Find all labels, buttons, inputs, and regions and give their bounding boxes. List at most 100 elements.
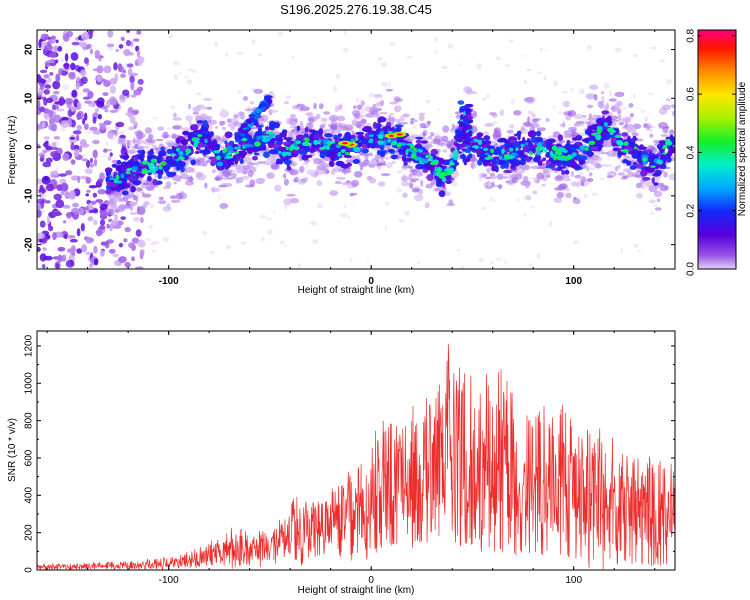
heatmap-cell <box>364 153 369 161</box>
heatmap-cell <box>242 96 249 101</box>
heatmap-cell <box>103 80 111 87</box>
x-tick-label: 100 <box>565 575 582 586</box>
heatmap-cell <box>452 150 459 156</box>
heatmap-cell <box>56 255 64 263</box>
heatmap-cell <box>576 155 584 161</box>
heatmap-cell <box>525 180 531 188</box>
heatmap-cell <box>39 184 44 190</box>
heatmap-cell <box>520 164 531 171</box>
heatmap-cell <box>256 135 263 140</box>
y-tick-label: 0 <box>24 144 35 150</box>
heatmap-cell <box>384 225 387 230</box>
heatmap-cell <box>83 96 90 100</box>
heatmap-cell <box>225 155 233 159</box>
heatmap-cell <box>133 125 137 129</box>
heatmap-cell <box>340 149 346 153</box>
heatmap-cell <box>617 164 621 169</box>
heatmap-cell <box>89 48 93 55</box>
heatmap-cell <box>207 119 218 125</box>
heatmap-cell <box>368 139 373 144</box>
heatmap-cell <box>94 108 100 113</box>
heatmap-cell <box>119 94 126 100</box>
heatmap-cell <box>537 160 543 166</box>
snr-series-line <box>37 344 675 570</box>
heatmap-cell <box>408 165 413 170</box>
heatmap-cell <box>448 199 454 205</box>
heatmap-cell <box>590 146 599 151</box>
colorbar-strip <box>698 141 736 145</box>
heatmap-cell <box>438 142 447 147</box>
heatmap-cell <box>219 203 229 209</box>
heatmap-cell <box>553 197 563 204</box>
heatmap-cell <box>203 97 212 101</box>
heatmap-cell <box>572 240 579 245</box>
heatmap-cell <box>257 53 263 57</box>
colorbar-strip <box>698 63 736 67</box>
heatmap-cell <box>93 258 99 266</box>
heatmap-cell <box>672 110 675 115</box>
heatmap-cell <box>117 140 124 145</box>
heatmap-cell <box>536 142 542 147</box>
heatmap-cell <box>175 158 180 162</box>
heatmap-cell <box>343 30 347 36</box>
heatmap-cell <box>617 172 625 176</box>
heatmap-cell <box>69 189 76 199</box>
heatmap-cell <box>406 143 414 146</box>
colorbar-strip <box>698 39 736 43</box>
heatmap-cell <box>151 249 157 253</box>
heatmap-cell <box>559 123 566 127</box>
heatmap-cell <box>534 158 538 162</box>
colorbar-strip <box>698 213 736 216</box>
heatmap-cell <box>155 138 164 142</box>
colorbar-strip <box>698 183 736 186</box>
colorbar: 0.0 0.2 0.4 0.6 0.8 Normalized spectral ampl… <box>686 28 748 276</box>
heatmap-cell <box>94 50 100 58</box>
heatmap-cell <box>434 187 441 192</box>
heatmap-cell <box>226 245 232 250</box>
heatmap-cell <box>586 178 594 182</box>
heatmap-cell <box>104 109 109 113</box>
heatmap-cell <box>37 246 41 252</box>
heatmap-cell <box>481 173 488 178</box>
heatmap-cell <box>636 138 644 142</box>
spectrogram-y-axis-label: Frequency (Hz) <box>7 116 18 185</box>
heatmap-cell <box>129 212 139 215</box>
heatmap-cell <box>176 166 180 171</box>
heatmap-cell <box>172 172 177 176</box>
heatmap-cell <box>638 249 641 253</box>
heatmap-cell <box>195 114 206 120</box>
heatmap-cell <box>324 133 333 138</box>
heatmap-cell <box>476 63 482 70</box>
spectrogram-frame <box>36 29 676 270</box>
heatmap-cell <box>663 144 667 148</box>
heatmap-cell <box>522 121 532 127</box>
heatmap-cell <box>539 146 545 151</box>
colorbar-strip <box>698 211 736 214</box>
heatmap-cell <box>58 68 63 76</box>
heatmap-cell <box>50 151 59 158</box>
heatmap-cell <box>349 258 353 261</box>
heatmap-cell <box>57 246 66 252</box>
heatmap-cell <box>109 96 117 105</box>
heatmap-cell <box>301 141 310 147</box>
heatmap-cell <box>644 116 649 123</box>
heatmap-cell <box>425 183 433 189</box>
heatmap-cell <box>69 136 76 140</box>
heatmap-cell <box>586 165 590 172</box>
heatmap-cell <box>53 136 61 140</box>
heatmap-cell <box>93 219 98 226</box>
heatmap-cell <box>633 243 639 248</box>
heatmap-cell <box>158 200 167 205</box>
heatmap-cell <box>45 183 55 192</box>
heatmap-cell <box>170 199 181 203</box>
heatmap-cell <box>329 160 335 167</box>
colorbar-strip <box>698 173 736 176</box>
heatmap-cell <box>37 92 43 96</box>
heatmap-cell <box>345 159 355 164</box>
colorbar-strip <box>698 177 736 180</box>
heatmap-cell <box>73 144 80 151</box>
heatmap-cell <box>470 142 480 146</box>
heatmap-cell <box>92 116 97 124</box>
heatmap-cell <box>452 154 459 160</box>
colorbar-strip <box>698 105 736 109</box>
